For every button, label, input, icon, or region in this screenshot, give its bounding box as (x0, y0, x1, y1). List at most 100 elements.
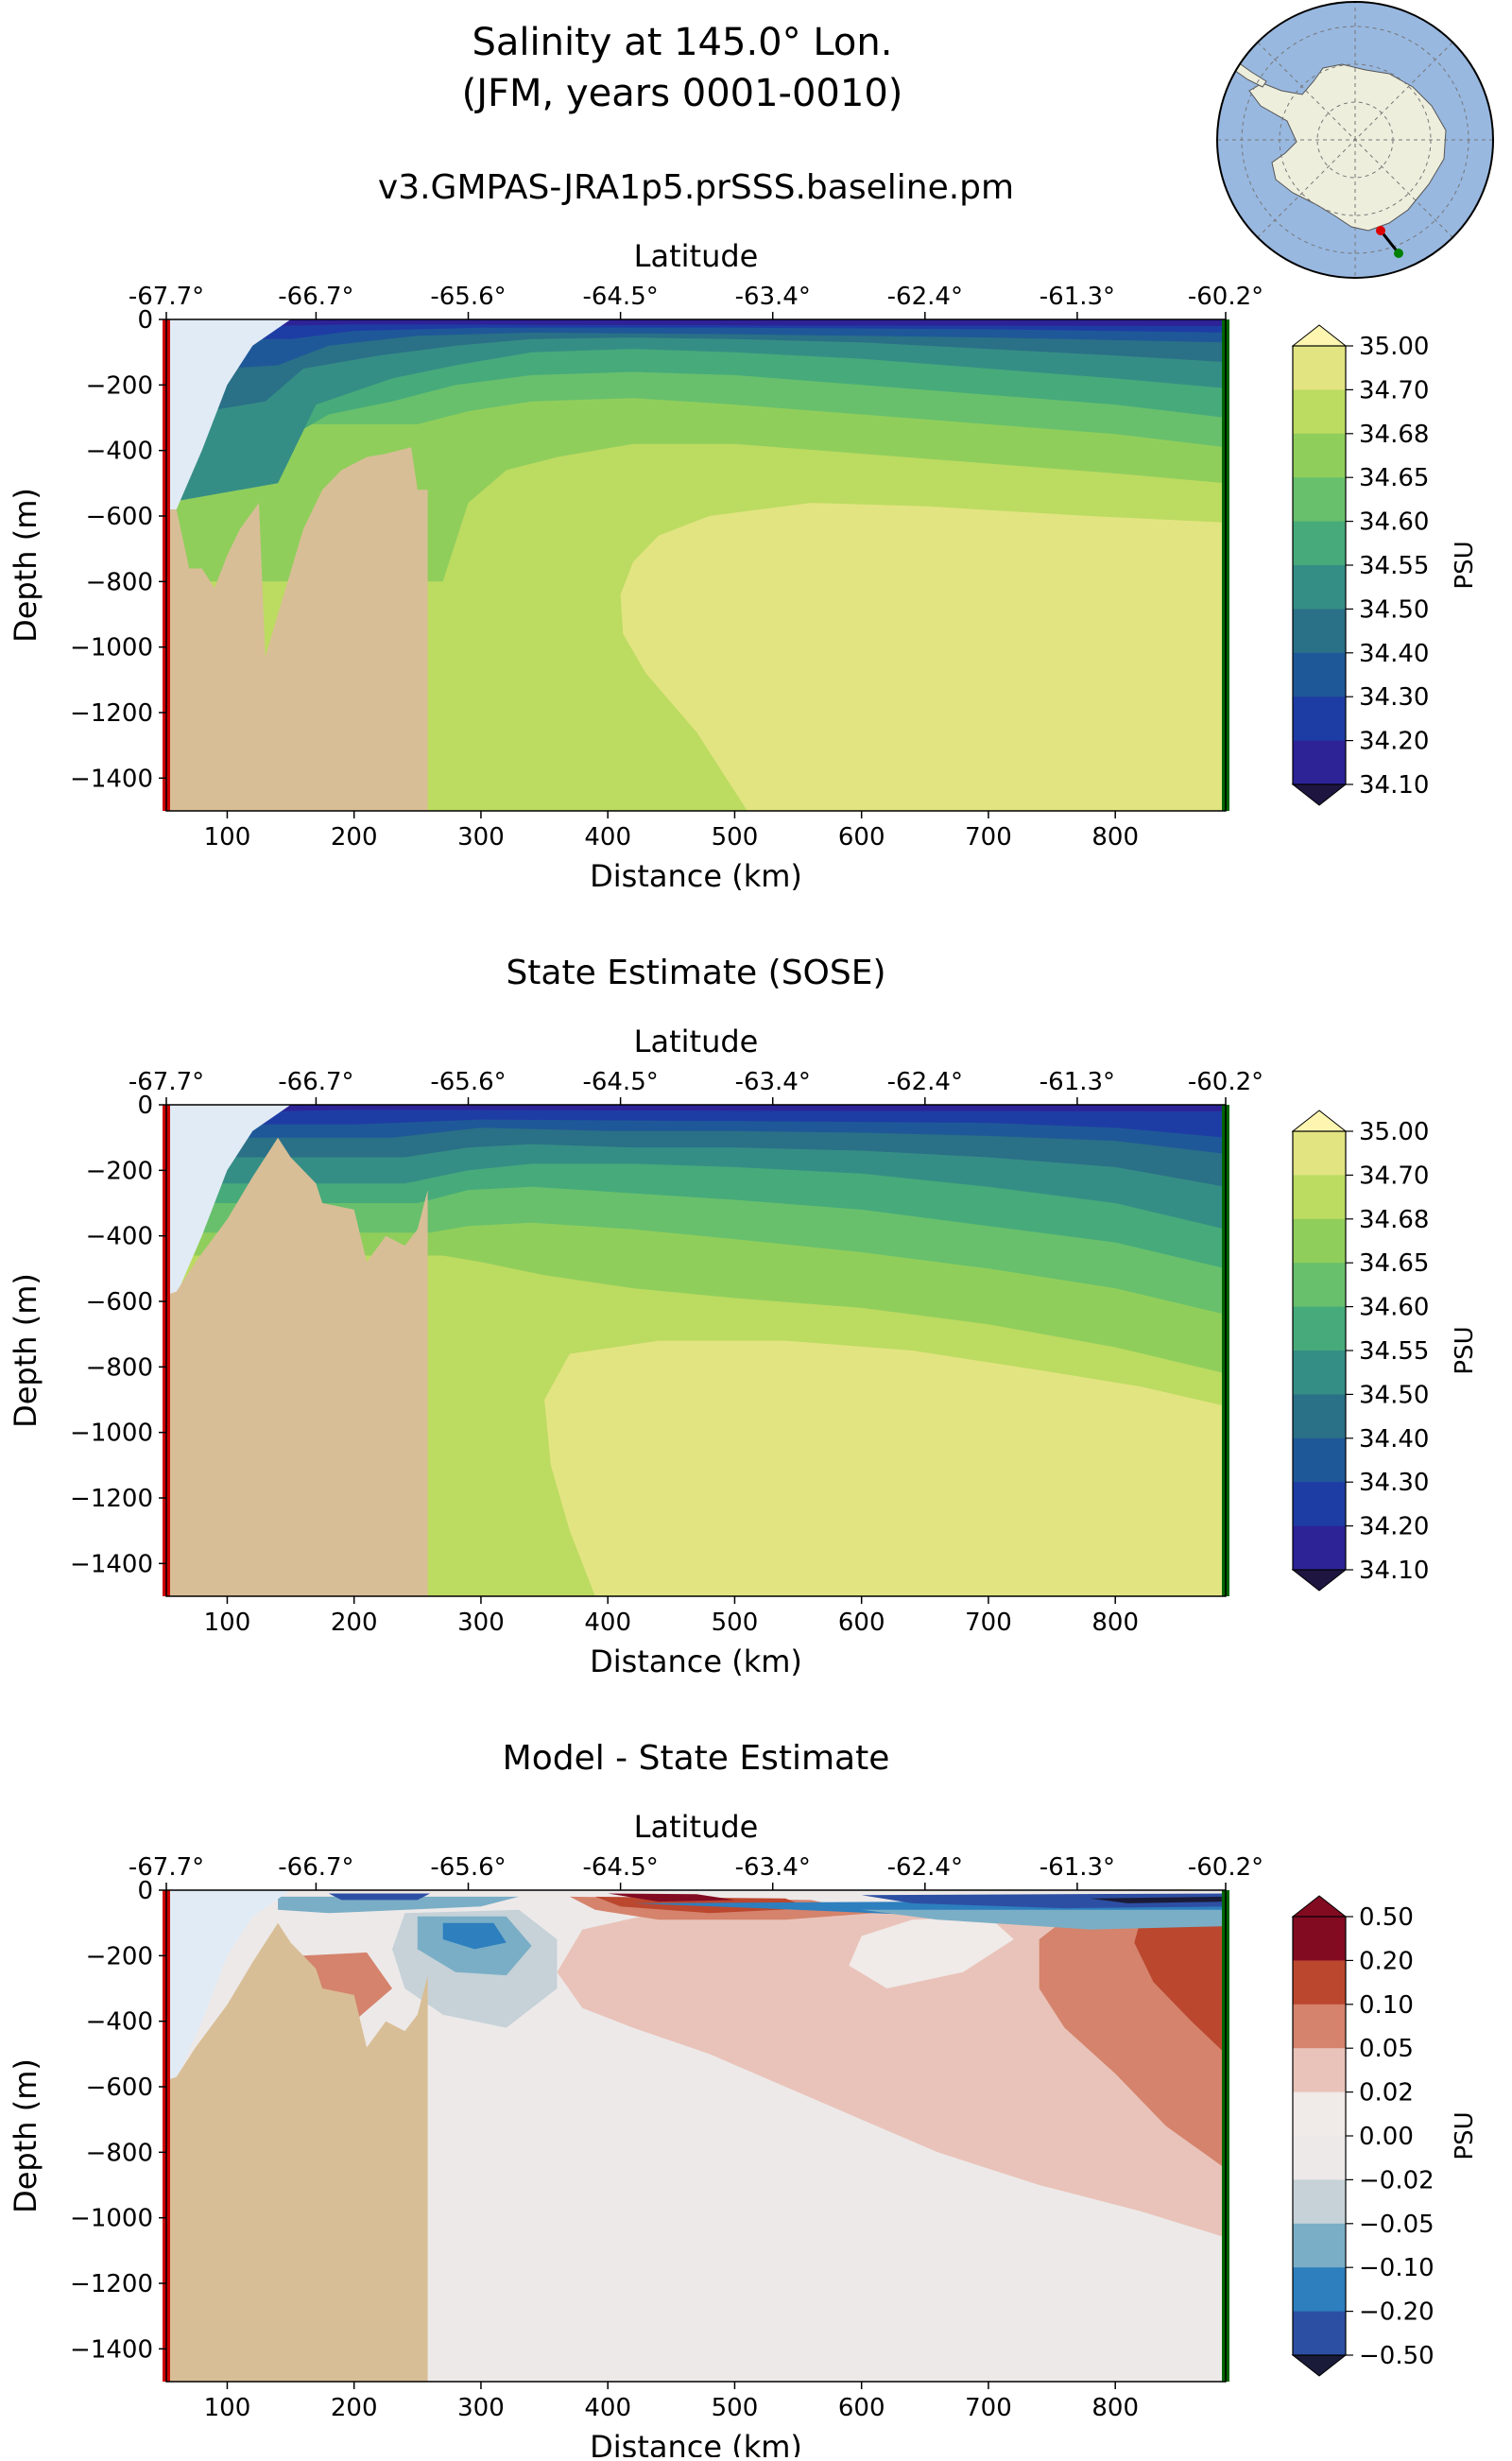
x-tick-label: 200 (331, 2394, 378, 2422)
panel-title: v3.GMPAS-JRA1p5.prSSS.baseline.pm (378, 168, 1014, 207)
lat-tick-label: -61.3° (1040, 1068, 1115, 1096)
colorbar-tick-label: 0.02 (1359, 2079, 1414, 2108)
colorbar-tick-label: 34.30 (1359, 683, 1429, 712)
colorbar-tick-label: 34.55 (1359, 1337, 1429, 1366)
contour-band (1090, 1896, 1226, 1903)
colorbar-tick-label: 34.60 (1359, 508, 1429, 537)
colorbar-extend-bottom (1291, 783, 1348, 806)
panel-model: v3.GMPAS-JRA1p5.prSSS.baseline.pm 100 200 3… (8, 168, 1479, 894)
y-tick-label: −400 (86, 1223, 153, 1251)
colorbar-swatch (1293, 433, 1346, 478)
lat-tick-label: -62.4° (887, 283, 963, 311)
colorbar-swatch (1293, 1482, 1346, 1527)
colorbar-tick-label: 34.70 (1359, 376, 1429, 404)
x-tick-label: 100 (204, 823, 251, 852)
y-tick-label: −200 (86, 1157, 153, 1185)
panel-title: Model - State Estimate (503, 1739, 890, 1778)
contour-band (861, 1909, 1226, 1930)
colorbar-label: PSU (1451, 541, 1479, 589)
colorbar-extend-top (1291, 1895, 1348, 1918)
colorbar-tick-label: −0.10 (1359, 2254, 1435, 2282)
panel-title: State Estimate (SOSE) (506, 954, 885, 992)
colorbar-tick-label: 34.40 (1359, 640, 1429, 668)
plot-area (166, 319, 1226, 811)
colorbar-swatch (1293, 1218, 1346, 1264)
seafloor-land (166, 447, 428, 811)
colorbar-swatch (1293, 652, 1346, 697)
x-tick-label: 400 (584, 1609, 631, 1637)
contour-band (166, 1105, 1226, 1113)
colorbar-swatch (1293, 2136, 1346, 2180)
ice-shelf-region (166, 1890, 291, 2081)
x-axis-label: Distance (km) (590, 858, 802, 894)
y-axis-label: Depth (m) (8, 488, 43, 643)
contour-band (278, 1896, 520, 1914)
colorbar-swatch (1293, 1306, 1346, 1351)
lat-tick-label: -67.7° (129, 1068, 204, 1096)
x-tick-label: 200 (331, 1609, 378, 1637)
lat-tick-label: -66.7° (278, 1853, 353, 1882)
y-tick-label: 0 (137, 1877, 153, 1905)
contour-band (608, 1893, 735, 1902)
lat-tick-label: -65.6° (430, 1068, 506, 1096)
contour-band (166, 319, 1226, 328)
contour-band (849, 1916, 1014, 1988)
x-tick-label: 500 (712, 2394, 759, 2422)
contour-band (861, 1893, 1226, 1909)
colorbar-swatch (1293, 1917, 1346, 1961)
figure-title-line2: (JFM, years 0001-0010) (462, 72, 903, 115)
contour-band (166, 319, 1226, 504)
x-tick-label: 300 (457, 2394, 505, 2422)
x-axis-label: Distance (km) (590, 2429, 802, 2457)
colorbar-swatch (1293, 2004, 1346, 2049)
colorbar-swatch (1293, 1525, 1346, 1571)
figure-title-line1: Salinity at 145.0° Lon. (472, 21, 893, 64)
colorbar-tick-label: −0.20 (1359, 2298, 1435, 2327)
colorbar-tick-label: 0.00 (1359, 2123, 1414, 2151)
colorbar-tick-label: 34.60 (1359, 1294, 1429, 1322)
y-tick-label: −600 (86, 503, 153, 531)
plot-frame (165, 1889, 1227, 2383)
y-axis-label: Depth (m) (8, 2058, 43, 2213)
x-tick-label: 800 (1091, 1609, 1139, 1637)
colorbar-tick-label: 0.05 (1359, 2035, 1414, 2063)
contour-band (166, 319, 1226, 418)
x-tick-label: 700 (965, 823, 1012, 852)
colorbar-tick-label: 34.40 (1359, 1425, 1429, 1454)
y-tick-label: −800 (86, 1353, 153, 1382)
lat-tick-label: -63.4° (735, 283, 811, 311)
colorbar-tick-label: 0.20 (1359, 1947, 1414, 1975)
y-tick-label: −1400 (70, 1550, 153, 1578)
colorbar-swatch (1293, 346, 1346, 390)
lat-tick-label: -63.4° (735, 1853, 811, 1882)
colorbar-tick-label: 0.50 (1359, 1903, 1414, 1932)
y-tick-label: −1000 (70, 2205, 153, 2233)
colorbar-tick-label: 35.00 (1359, 333, 1429, 361)
plot-area (166, 1105, 1226, 1596)
colorbar-tick-label: 34.50 (1359, 1381, 1429, 1409)
colorbar-tick-label: −0.05 (1359, 2211, 1435, 2239)
lat-tick-label: -64.5° (582, 1068, 658, 1096)
x-tick-label: 500 (712, 1609, 759, 1637)
colorbar-tick-label: 34.70 (1359, 1162, 1429, 1190)
colorbar-tick-label: 34.55 (1359, 552, 1429, 580)
x-tick-label: 500 (712, 823, 759, 852)
x-tick-label: 600 (838, 1609, 885, 1637)
x-tick-label: 600 (838, 823, 885, 852)
x-tick-label: 800 (1091, 2394, 1139, 2422)
colorbar-tick-label: 34.65 (1359, 464, 1429, 492)
top-axis-label: Latitude (634, 238, 759, 274)
transect-end-marker (1394, 249, 1403, 258)
colorbar-swatch (1293, 2267, 1346, 2313)
colorbar-tick-label: 34.30 (1359, 1469, 1429, 1497)
lat-tick-label: -62.4° (887, 1068, 963, 1096)
ice-shelf-region (166, 1105, 291, 1296)
top-axis-label: Latitude (634, 1024, 759, 1059)
lat-tick-label: -64.5° (582, 1853, 658, 1882)
colorbar-tick-label: −0.02 (1359, 2166, 1435, 2194)
lat-tick-label: -65.6° (430, 283, 506, 311)
y-tick-label: 0 (137, 306, 153, 335)
colorbar-tick-label: 34.10 (1359, 1557, 1429, 1585)
colorbar-tick-label: 34.20 (1359, 728, 1429, 756)
x-tick-label: 600 (838, 2394, 885, 2422)
